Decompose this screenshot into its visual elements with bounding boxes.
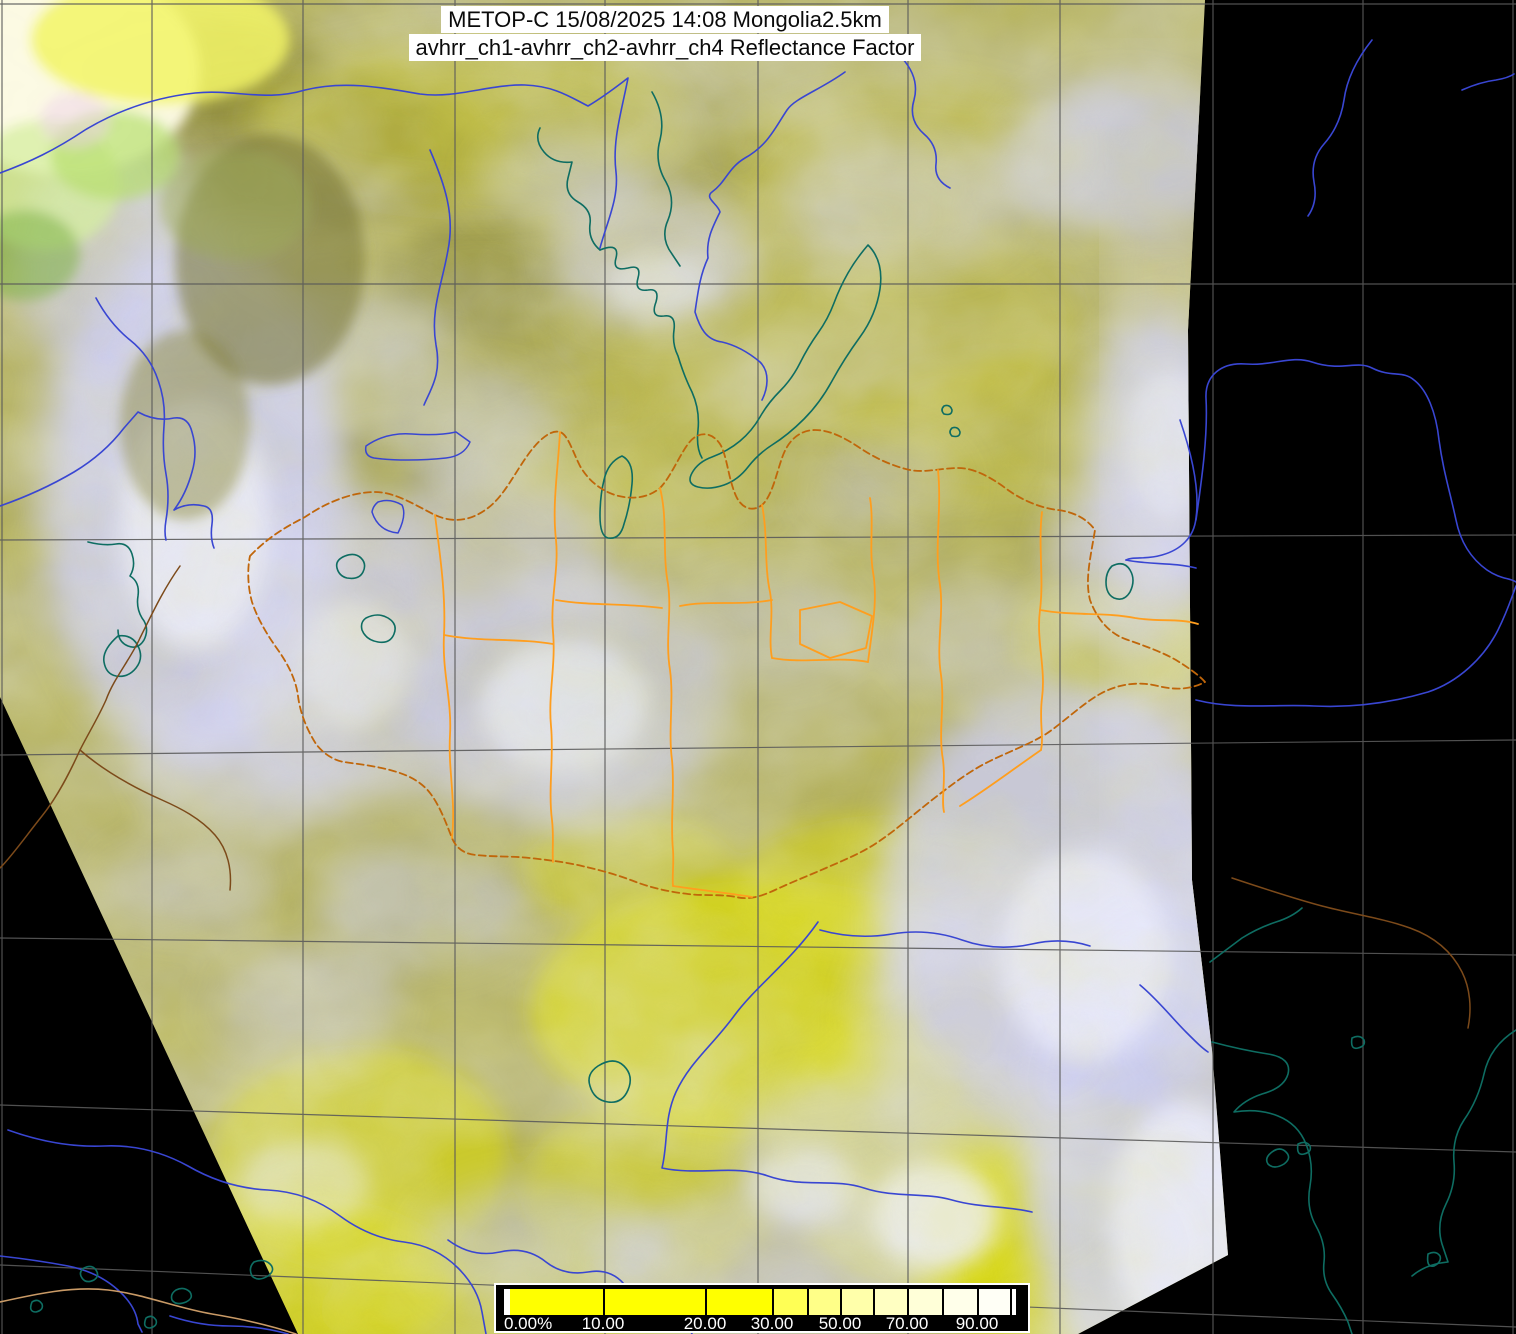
- reflectance-legend: 0.00% 10.00 20.00 30.00 50.00 70.00 90.0…: [494, 1283, 1030, 1333]
- province-borders: [434, 431, 1199, 898]
- lake-south-terrain: [588, 1060, 632, 1104]
- legend-tick: [603, 1289, 605, 1315]
- river-top-right-corner: [1461, 73, 1515, 91]
- coast-bohai-korea-west: [1211, 1041, 1353, 1334]
- legend-label-20: 20.00: [683, 1314, 727, 1333]
- river-amur-south: [1195, 585, 1516, 708]
- river-sw-long: [7, 1129, 487, 1334]
- title-line-1: METOP-C 15/08/2025 14:08 Mongolia2.5km: [441, 6, 889, 33]
- river-yellow-bend: [661, 921, 1033, 1213]
- legend-tick: [772, 1289, 774, 1315]
- mongolia-national-border: [247, 429, 1206, 900]
- lake-khovsgol: [599, 455, 634, 540]
- islands-bottom-left: [29, 1259, 274, 1329]
- legend-tick: [873, 1289, 875, 1315]
- river-black-triangle: [0, 1255, 143, 1333]
- legend-label-30: 30.00: [750, 1314, 794, 1333]
- lakes-blue: [364, 431, 471, 534]
- river-irtysh-west: [0, 411, 215, 549]
- image-header: METOP-C 15/08/2025 14:08 Mongolia2.5km a…: [0, 6, 1330, 61]
- legend-labels: 0.00% 10.00 20.00 30.00 50.00 70.00 90.0…: [504, 1315, 1016, 1333]
- islands-right-black: [1265, 1035, 1442, 1268]
- legend-tick: [705, 1289, 707, 1315]
- legend-tick: [907, 1289, 909, 1315]
- river-east-west-south: [819, 929, 1091, 948]
- river-lena-upper: [694, 71, 846, 401]
- river-ob-top-left: [0, 77, 629, 249]
- border-west-fork: [79, 749, 232, 891]
- river-argun: [1125, 419, 1198, 561]
- river-amur-north: [1195, 358, 1516, 583]
- river-black-triangle-2: [169, 1315, 289, 1334]
- legend-label-0: 0.00%: [504, 1314, 553, 1333]
- legend-color-bar: [504, 1289, 1016, 1315]
- river-yenisei-branch: [423, 149, 452, 406]
- coast-russia-east: [1209, 907, 1303, 963]
- sunglint-bright-zone: [0, 0, 365, 520]
- river-zaysan: [87, 541, 148, 648]
- teal-dots-terrain: [941, 404, 961, 438]
- legend-label-50: 50.00: [818, 1314, 862, 1333]
- border-right-black: [1231, 877, 1471, 1029]
- coast-bottom-left-tan: [0, 1288, 297, 1334]
- lake-hulun: [1105, 562, 1134, 600]
- river-coast-liao: [1139, 984, 1209, 1053]
- legend-tick: [1010, 1289, 1012, 1315]
- river-top-right-black: [1307, 39, 1373, 217]
- border-west-kazakh: [0, 565, 181, 869]
- legend-tick: [807, 1289, 809, 1315]
- legend-label-10: 10.00: [581, 1314, 625, 1333]
- legend-tick: [977, 1289, 979, 1315]
- river-top-center-teal: [651, 91, 681, 267]
- river-west-small: [95, 297, 169, 541]
- region-borders-brown: [0, 565, 1471, 1029]
- legend-label-90: 90.00: [955, 1314, 999, 1333]
- coastlines-teal: [29, 91, 1516, 1334]
- river-angara-upper: [536, 127, 601, 251]
- river-east-terrain: [1125, 559, 1197, 569]
- lake-baikal: [689, 244, 882, 489]
- title-line-2: avhrr_ch1-avhrr_ch2-avhrr_ch4 Reflectanc…: [408, 34, 922, 61]
- coast-korea-east: [1411, 1029, 1516, 1277]
- river-ne-russia: [901, 57, 951, 189]
- legend-label-70: 70.00: [885, 1314, 929, 1333]
- lakes-west-mongolia: [335, 553, 396, 644]
- river-angara-reservoir: [599, 246, 703, 459]
- legend-tick: [942, 1289, 944, 1315]
- rivers-blue: [0, 39, 1516, 1334]
- legend-tick: [840, 1289, 842, 1315]
